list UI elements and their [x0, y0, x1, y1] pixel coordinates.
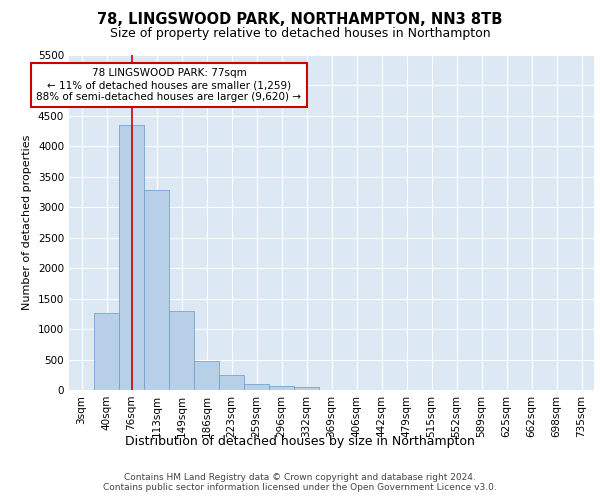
Bar: [94, 312, 119, 390]
Text: 78, LINGSWOOD PARK, NORTHAMPTON, NN3 8TB: 78, LINGSWOOD PARK, NORTHAMPTON, NN3 8TB: [97, 12, 503, 28]
Text: Distribution of detached houses by size in Northampton: Distribution of detached houses by size …: [125, 435, 475, 448]
Text: Size of property relative to detached houses in Northampton: Size of property relative to detached ho…: [110, 28, 490, 40]
Bar: [169, 312, 194, 390]
Bar: [219, 376, 244, 390]
Y-axis label: Number of detached properties: Number of detached properties: [22, 135, 32, 310]
Bar: [244, 384, 269, 390]
Bar: [269, 386, 294, 390]
Bar: [119, 125, 144, 390]
Text: 78 LINGSWOOD PARK: 77sqm
← 11% of detached houses are smaller (1,259)
88% of sem: 78 LINGSWOOD PARK: 77sqm ← 11% of detach…: [37, 68, 302, 102]
Text: Contains HM Land Registry data © Crown copyright and database right 2024.
Contai: Contains HM Land Registry data © Crown c…: [103, 473, 497, 492]
Bar: [294, 387, 319, 390]
Bar: [144, 190, 169, 390]
Bar: [194, 361, 219, 390]
